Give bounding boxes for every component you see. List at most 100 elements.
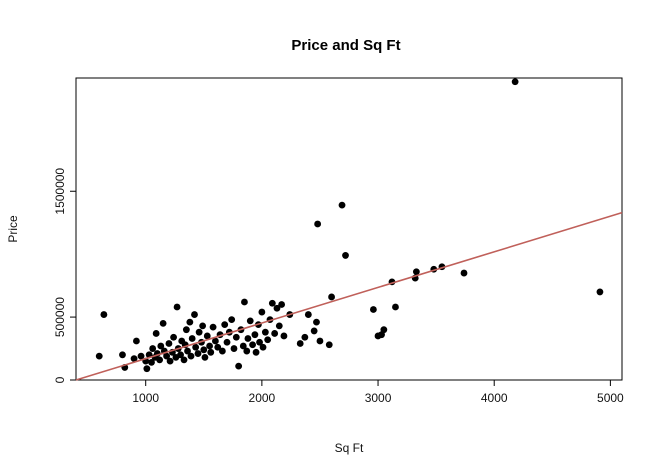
data-point xyxy=(218,347,226,355)
x-tick-label: 5000 xyxy=(597,391,624,405)
x-tick-label: 3000 xyxy=(365,391,392,405)
plot-frame xyxy=(75,77,623,381)
data-point xyxy=(191,311,198,318)
data-point xyxy=(251,331,259,339)
data-point xyxy=(271,330,279,337)
data-point xyxy=(130,355,138,363)
data-point xyxy=(200,346,208,354)
chart-title: Price and Sq Ft xyxy=(291,37,400,54)
data-point xyxy=(119,351,126,359)
data-point xyxy=(187,352,195,360)
data-point xyxy=(212,337,219,345)
trend-line xyxy=(75,211,623,381)
data-point xyxy=(296,340,304,347)
data-point xyxy=(133,337,140,345)
data-points xyxy=(95,78,604,373)
data-point xyxy=(412,268,420,276)
data-point xyxy=(275,322,283,330)
data-point xyxy=(232,333,240,341)
data-point xyxy=(100,311,108,318)
data-point xyxy=(246,317,254,325)
data-point xyxy=(173,303,181,311)
data-point xyxy=(328,293,335,301)
data-point xyxy=(170,333,177,341)
data-point xyxy=(460,269,468,277)
data-point xyxy=(199,322,207,330)
data-point xyxy=(95,352,103,360)
data-point xyxy=(325,341,333,349)
data-point xyxy=(310,327,318,335)
data-point xyxy=(596,288,604,296)
data-point xyxy=(304,311,312,318)
data-point xyxy=(180,356,188,364)
data-point xyxy=(256,338,263,346)
x-axis: 1000 2000 3000 4000 5000 xyxy=(132,380,624,405)
x-tick-label: 2000 xyxy=(249,391,276,405)
trend-line-group xyxy=(75,211,623,381)
data-point xyxy=(258,308,266,316)
data-point xyxy=(261,328,269,336)
data-point xyxy=(342,252,349,259)
y-tick-label: 1500000 xyxy=(53,168,67,215)
data-point xyxy=(149,345,157,352)
data-point xyxy=(156,356,164,364)
data-point xyxy=(314,220,322,228)
data-point xyxy=(186,318,194,326)
data-point xyxy=(157,342,165,350)
data-point xyxy=(380,326,388,334)
y-tick-label: 0 xyxy=(53,376,67,383)
data-point xyxy=(338,201,346,209)
x-axis-label: Sq Ft xyxy=(335,441,364,455)
data-point xyxy=(249,341,256,349)
data-point xyxy=(184,347,191,355)
data-point xyxy=(148,358,155,366)
data-point xyxy=(268,299,276,307)
data-point xyxy=(177,351,184,359)
data-point xyxy=(301,333,309,341)
data-point xyxy=(214,343,222,351)
x-tick-label: 4000 xyxy=(481,391,508,405)
data-point xyxy=(207,348,215,356)
data-point xyxy=(259,343,267,351)
data-point xyxy=(243,347,251,355)
data-point xyxy=(188,335,196,342)
plot-area xyxy=(75,77,623,381)
x-tick-label: 1000 xyxy=(132,391,159,405)
y-axis: 0 500000 1500000 xyxy=(53,168,76,383)
data-point xyxy=(152,330,160,337)
data-point xyxy=(137,352,145,360)
data-point xyxy=(244,335,252,342)
data-point xyxy=(252,348,260,356)
data-point xyxy=(273,304,281,312)
data-point xyxy=(166,357,174,365)
data-point xyxy=(182,326,190,334)
data-point xyxy=(165,340,173,347)
data-point xyxy=(278,301,286,308)
data-point xyxy=(392,303,399,311)
data-point xyxy=(511,78,519,86)
data-point xyxy=(241,298,248,306)
data-point xyxy=(235,362,243,370)
data-point xyxy=(239,342,247,350)
data-point xyxy=(206,342,213,350)
data-point xyxy=(209,323,217,331)
data-point xyxy=(313,318,320,326)
data-point xyxy=(264,336,272,344)
data-point xyxy=(192,343,200,351)
data-point xyxy=(223,338,231,346)
data-point xyxy=(228,316,236,323)
data-point xyxy=(316,337,324,345)
data-point xyxy=(221,321,229,329)
data-point xyxy=(369,306,377,313)
data-point xyxy=(280,332,288,340)
y-tick-label: 500000 xyxy=(53,297,67,337)
data-point xyxy=(195,328,203,336)
data-point xyxy=(159,319,167,327)
data-point xyxy=(203,332,211,340)
data-point xyxy=(194,350,202,357)
data-point xyxy=(230,345,238,352)
data-point xyxy=(163,352,171,360)
data-point xyxy=(143,365,151,373)
data-point xyxy=(201,353,209,361)
